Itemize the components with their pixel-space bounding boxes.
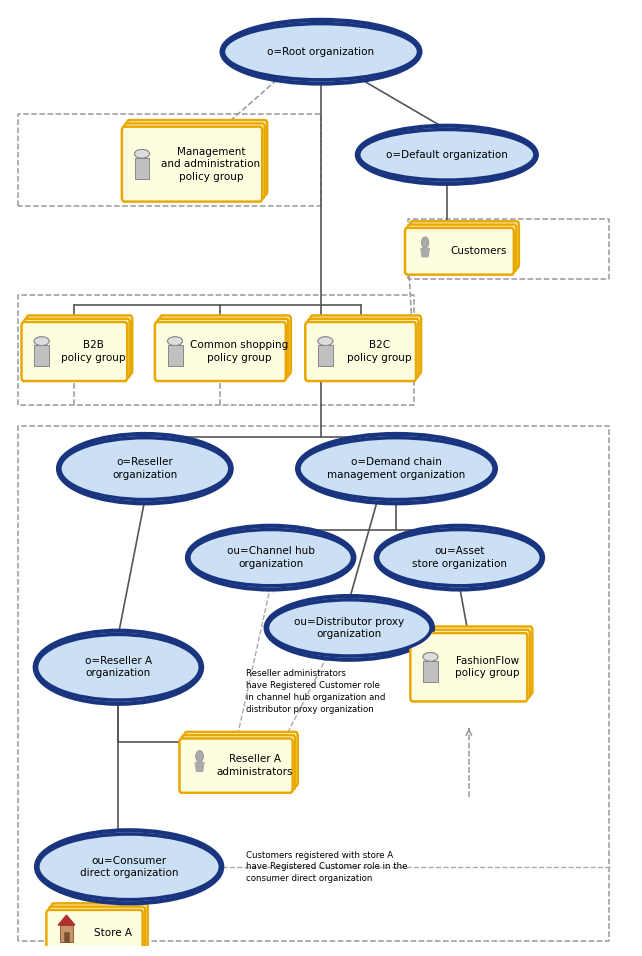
Polygon shape (58, 915, 75, 925)
Text: o=Default organization: o=Default organization (386, 150, 508, 160)
Text: o=Root organization: o=Root organization (268, 47, 374, 56)
Text: o=Demand chain
management organization: o=Demand chain management organization (327, 457, 465, 480)
FancyBboxPatch shape (310, 315, 421, 375)
Ellipse shape (36, 830, 222, 903)
FancyBboxPatch shape (122, 127, 262, 202)
FancyBboxPatch shape (408, 225, 516, 272)
FancyBboxPatch shape (413, 630, 530, 698)
Ellipse shape (168, 337, 182, 345)
Text: Store A: Store A (94, 928, 132, 939)
FancyBboxPatch shape (49, 906, 145, 953)
Ellipse shape (376, 526, 543, 590)
Text: Customers registered with store A
have Registered Customer role in the
consumer : Customers registered with store A have R… (245, 851, 407, 883)
Ellipse shape (357, 126, 537, 184)
Circle shape (421, 237, 429, 248)
Ellipse shape (377, 530, 541, 586)
Text: o=Reseller A
organization: o=Reseller A organization (85, 656, 152, 679)
Ellipse shape (135, 149, 150, 158)
FancyBboxPatch shape (180, 738, 293, 793)
Bar (423, 661, 438, 682)
Text: ou=Distributor proxy
organization: ou=Distributor proxy organization (294, 617, 404, 640)
Bar (60, 925, 73, 942)
Ellipse shape (221, 20, 421, 83)
Text: ou=Channel hub
organization: ou=Channel hub organization (227, 547, 315, 569)
Ellipse shape (60, 438, 230, 500)
Bar (318, 345, 333, 366)
FancyBboxPatch shape (51, 903, 148, 950)
FancyBboxPatch shape (410, 221, 519, 268)
Ellipse shape (223, 24, 419, 80)
Ellipse shape (268, 599, 431, 656)
Text: Common shopping
policy group: Common shopping policy group (190, 340, 288, 362)
FancyBboxPatch shape (160, 315, 291, 375)
FancyBboxPatch shape (46, 910, 143, 956)
Ellipse shape (423, 653, 438, 662)
Bar (168, 345, 182, 366)
FancyBboxPatch shape (415, 626, 532, 695)
Text: Reseller A
administrators: Reseller A administrators (217, 754, 293, 777)
Ellipse shape (34, 337, 49, 345)
FancyBboxPatch shape (24, 318, 130, 378)
Ellipse shape (34, 337, 49, 345)
Text: Management
and administration
policy group: Management and administration policy gro… (161, 146, 261, 182)
Polygon shape (421, 249, 429, 256)
Circle shape (196, 750, 204, 762)
FancyBboxPatch shape (155, 322, 286, 381)
Ellipse shape (168, 337, 182, 345)
FancyBboxPatch shape (184, 732, 298, 786)
FancyBboxPatch shape (22, 322, 127, 381)
Ellipse shape (189, 530, 352, 586)
Ellipse shape (35, 631, 202, 704)
FancyBboxPatch shape (405, 228, 514, 274)
Text: o=Reseller
organization: o=Reseller organization (112, 457, 177, 480)
Bar (34, 345, 49, 366)
Text: Customers: Customers (450, 247, 507, 256)
Ellipse shape (299, 438, 494, 500)
FancyBboxPatch shape (182, 735, 295, 790)
Ellipse shape (187, 526, 354, 590)
Ellipse shape (318, 337, 333, 345)
FancyBboxPatch shape (127, 120, 267, 195)
Text: ou=Asset
store organization: ou=Asset store organization (412, 547, 507, 569)
Text: Reseller administrators
have Registered Customer role
in channel hub organizatio: Reseller administrators have Registered … (245, 669, 385, 714)
Ellipse shape (37, 635, 200, 700)
Ellipse shape (38, 834, 220, 900)
Polygon shape (195, 763, 204, 771)
Text: B2B
policy group: B2B policy group (61, 340, 125, 362)
FancyBboxPatch shape (410, 633, 527, 702)
Ellipse shape (359, 129, 535, 180)
FancyBboxPatch shape (157, 318, 288, 378)
FancyBboxPatch shape (26, 315, 132, 375)
FancyBboxPatch shape (308, 318, 419, 378)
Text: B2C
policy group: B2C policy group (347, 340, 412, 362)
Text: FashionFlow
policy group: FashionFlow policy group (455, 656, 520, 679)
Bar (135, 158, 150, 179)
FancyBboxPatch shape (125, 123, 265, 198)
Ellipse shape (297, 434, 496, 503)
FancyBboxPatch shape (306, 322, 416, 381)
Ellipse shape (135, 149, 150, 158)
Ellipse shape (423, 653, 438, 662)
Text: ou=Consumer
direct organization: ou=Consumer direct organization (80, 856, 178, 878)
Bar (64, 932, 69, 942)
Ellipse shape (58, 434, 232, 503)
Ellipse shape (318, 337, 333, 345)
Ellipse shape (266, 596, 433, 660)
